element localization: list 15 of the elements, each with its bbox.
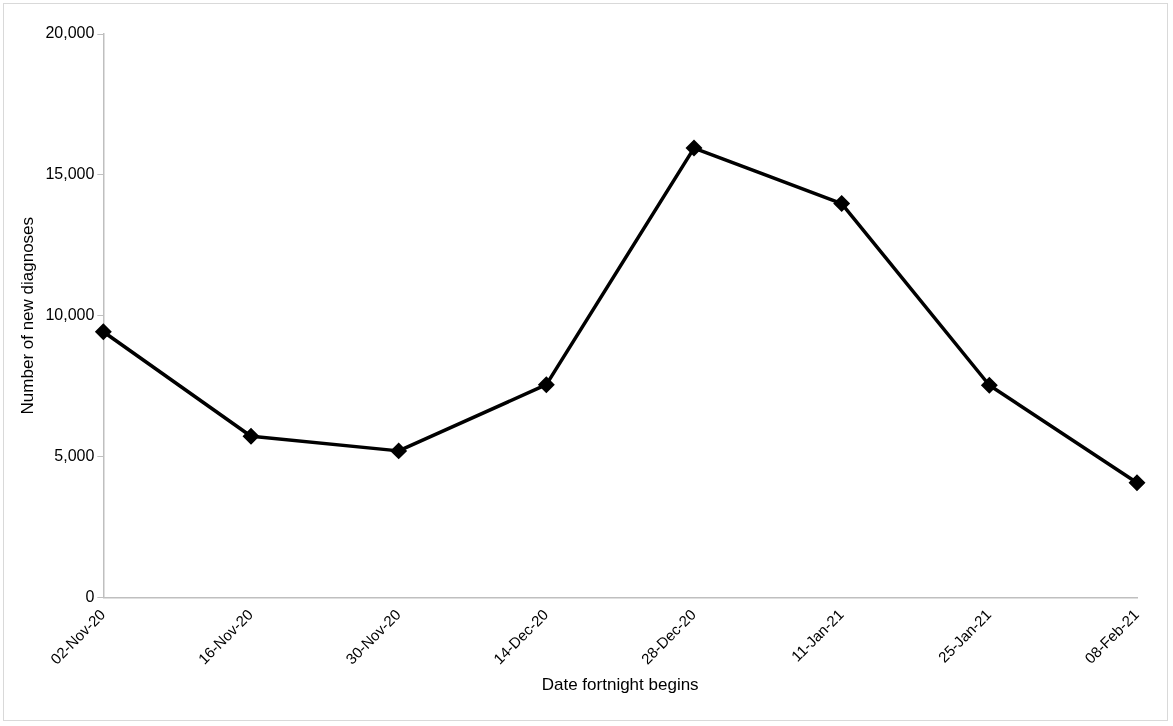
y-tick-label: 0 xyxy=(85,587,95,605)
point xyxy=(538,376,555,393)
point xyxy=(243,428,259,444)
point xyxy=(833,195,850,212)
point xyxy=(686,140,702,156)
point xyxy=(1129,474,1145,491)
y-tick-label: 10,000 xyxy=(45,306,95,324)
y-tick-label: 5,000 xyxy=(54,446,95,464)
y-tick-label: 15,000 xyxy=(45,165,95,183)
y-tick-label: 20,000 xyxy=(45,24,95,42)
y-axis-title: Number of new diagnoses xyxy=(17,216,37,415)
point xyxy=(981,377,998,393)
x-axis-title: Date fortnight begins xyxy=(541,675,699,695)
point xyxy=(390,443,407,459)
point xyxy=(95,323,112,340)
